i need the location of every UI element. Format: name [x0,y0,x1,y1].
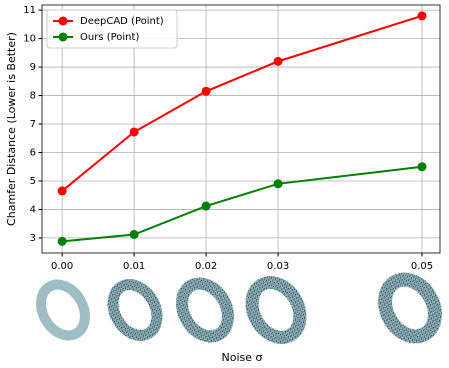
legend-box [46,9,178,49]
ring-image [245,276,307,344]
y-tick-label: 4 [30,204,36,215]
point [273,56,283,66]
point [273,179,283,189]
point [201,86,211,96]
legend-marker [58,16,68,26]
point [129,127,139,137]
x-tick-label: 0.00 [51,261,73,272]
y-axis-label: Chamfer Distance (Lower is Better) [5,32,18,226]
y-tick-label: 9 [30,62,36,73]
ring-images [36,272,442,344]
ring-image [176,277,234,343]
x-axis-label: Noise σ [222,351,263,364]
x-tick-label: 0.05 [411,261,433,272]
y-tick-label: 11 [23,5,36,16]
y-tick-label: 10 [23,34,36,45]
point [417,162,427,172]
y-tick-label: 6 [30,147,36,158]
x-tick-label: 0.02 [195,261,217,272]
legend-label: DeepCAD (Point) [80,16,164,27]
y-tick-label: 3 [30,233,36,244]
ring-image [36,279,90,341]
point [57,236,67,246]
y-tick-label: 7 [30,119,36,130]
legend-marker [58,32,68,42]
point [201,201,211,211]
point [129,229,139,239]
y-tick-label: 8 [30,91,36,102]
point [417,11,427,21]
ring-image [378,272,442,344]
ring-image [107,279,163,341]
point [57,186,67,196]
series-line [62,165,423,243]
plot-frame [41,4,441,254]
legend-label: Ours (Point) [80,32,139,43]
x-tick-label: 0.01 [123,261,145,272]
y-tick-label: 5 [30,176,36,187]
x-tick-label: 0.03 [267,261,289,272]
